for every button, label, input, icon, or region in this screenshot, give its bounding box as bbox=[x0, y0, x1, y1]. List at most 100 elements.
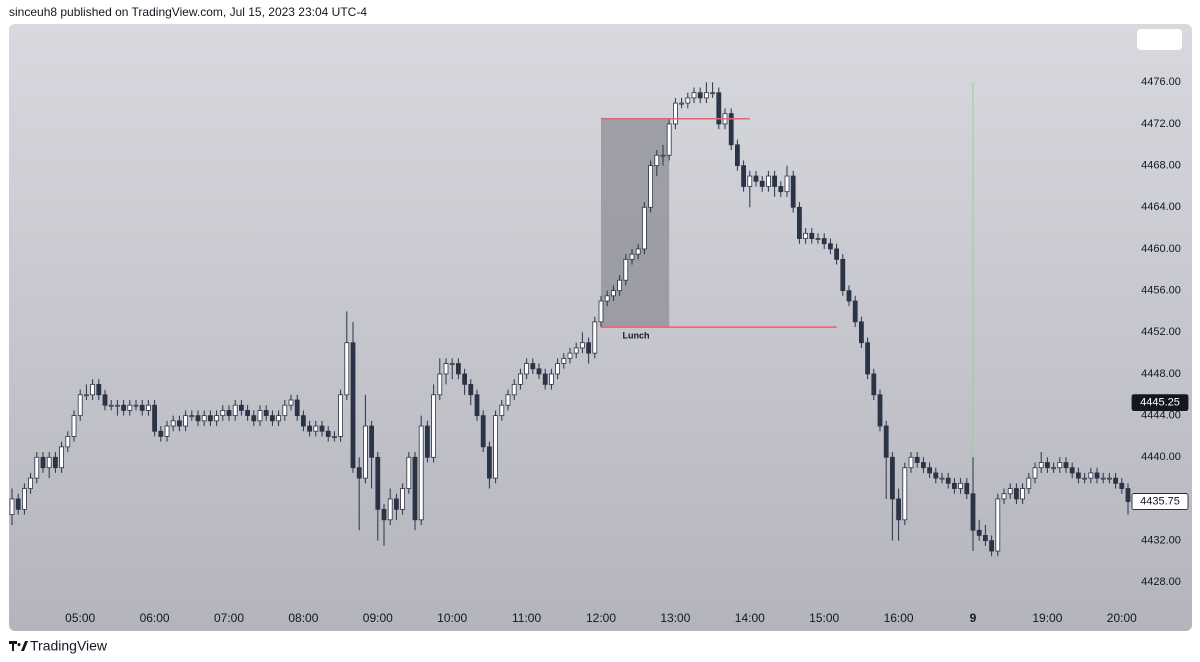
x-tick-label: 11:00 bbox=[512, 611, 541, 625]
candle-body bbox=[96, 383, 102, 396]
candle-body bbox=[505, 394, 511, 406]
candle-body bbox=[772, 175, 777, 187]
candle-body bbox=[232, 404, 238, 417]
candle-body bbox=[933, 472, 939, 479]
toolbar-button[interactable] bbox=[1137, 29, 1182, 50]
candle-body bbox=[555, 363, 560, 375]
candle-body bbox=[611, 290, 616, 297]
candle-body bbox=[549, 373, 554, 385]
candle-body bbox=[542, 373, 548, 385]
candle-body bbox=[561, 357, 567, 364]
candle-body bbox=[803, 232, 808, 239]
candle-body bbox=[846, 290, 852, 302]
candle-body bbox=[1051, 467, 1056, 470]
candle-body bbox=[741, 165, 746, 187]
candle-body bbox=[313, 425, 319, 432]
candle-body bbox=[666, 123, 672, 156]
candle-body bbox=[288, 399, 294, 406]
candle-body bbox=[753, 175, 759, 182]
candle-body bbox=[1125, 488, 1131, 502]
candle-body bbox=[84, 394, 89, 397]
candle-body bbox=[164, 425, 170, 437]
price-label: 4445.25 bbox=[1140, 397, 1180, 409]
y-tick-label: 4460.00 bbox=[1141, 243, 1181, 255]
candle-body bbox=[325, 430, 331, 437]
plot-area: Lunch 05:00 06:00 07:00 08:00 09:00 10:00 11:00… bbox=[9, 82, 1137, 625]
candle-body bbox=[474, 394, 480, 417]
candle-body bbox=[220, 410, 226, 417]
x-tick-label: 12:00 bbox=[586, 611, 616, 625]
candle-body bbox=[245, 410, 251, 417]
candle-body bbox=[53, 456, 58, 469]
candle-body bbox=[1063, 462, 1069, 469]
candle-body bbox=[766, 175, 771, 187]
candle-body bbox=[263, 410, 269, 417]
candle-body bbox=[735, 144, 740, 167]
candle-body bbox=[1045, 462, 1050, 469]
candle-body bbox=[406, 456, 412, 489]
candle-body bbox=[958, 482, 963, 489]
x-tick-label: 16:00 bbox=[884, 611, 914, 625]
candle-body bbox=[46, 456, 52, 469]
candle-body bbox=[381, 508, 387, 521]
y-tick-label: 4468.00 bbox=[1141, 160, 1181, 172]
candle-body bbox=[1100, 477, 1106, 480]
candle-body bbox=[375, 456, 381, 510]
candle-body bbox=[331, 436, 337, 438]
x-tick-label: 19:00 bbox=[1032, 611, 1062, 625]
candle-body bbox=[344, 342, 350, 396]
candle-body bbox=[71, 415, 77, 437]
candle-body bbox=[995, 498, 1001, 552]
candle-body bbox=[34, 456, 40, 479]
candle-body bbox=[369, 425, 375, 458]
candle-body bbox=[877, 394, 883, 427]
candle-body bbox=[226, 410, 232, 417]
candle-body bbox=[648, 165, 653, 208]
candle-body bbox=[964, 482, 970, 495]
candle-body bbox=[176, 420, 182, 427]
candle-body bbox=[455, 363, 461, 375]
candle-body bbox=[673, 102, 678, 125]
candle-body bbox=[989, 540, 994, 552]
candle-body bbox=[90, 383, 95, 396]
price-label-box bbox=[1131, 394, 1189, 412]
x-tick-label: 15:00 bbox=[809, 611, 839, 625]
candle-body bbox=[418, 425, 424, 521]
candle-body bbox=[797, 206, 802, 239]
candle-body bbox=[269, 415, 275, 422]
y-tick-label: 4456.00 bbox=[1141, 285, 1181, 297]
candle-body bbox=[387, 498, 393, 521]
candle-body bbox=[59, 446, 64, 469]
candle-body bbox=[1069, 467, 1075, 474]
candle-body bbox=[1007, 488, 1013, 495]
candle-body bbox=[921, 462, 926, 469]
x-tick-label: 13:00 bbox=[660, 611, 690, 625]
candle-body bbox=[356, 467, 362, 479]
candle-body bbox=[840, 258, 846, 292]
candle-body bbox=[852, 300, 858, 323]
candle-body bbox=[449, 363, 455, 365]
candle-body bbox=[468, 383, 474, 396]
candle-body bbox=[307, 425, 313, 432]
candle-body bbox=[976, 529, 982, 536]
candle-body bbox=[865, 342, 870, 375]
price-label-box bbox=[1131, 493, 1189, 510]
candle-body bbox=[276, 415, 282, 422]
candle-body bbox=[952, 482, 957, 489]
candle-body bbox=[592, 321, 598, 354]
candle-body bbox=[462, 373, 468, 385]
candle-body bbox=[195, 415, 201, 422]
candle-body bbox=[704, 92, 709, 99]
candle-body bbox=[102, 394, 108, 406]
candle-body bbox=[257, 410, 263, 422]
candle-body bbox=[890, 456, 895, 500]
candle-body bbox=[567, 352, 573, 359]
candle-body bbox=[1119, 482, 1125, 489]
candle-body bbox=[747, 175, 753, 187]
y-tick-label: 4444.00 bbox=[1141, 410, 1181, 422]
candle-body bbox=[902, 467, 908, 521]
y-tick-label: 4472.00 bbox=[1141, 118, 1181, 130]
candle-body bbox=[945, 477, 951, 484]
x-tick-label: 07:00 bbox=[214, 611, 244, 625]
candle-body bbox=[77, 394, 83, 417]
